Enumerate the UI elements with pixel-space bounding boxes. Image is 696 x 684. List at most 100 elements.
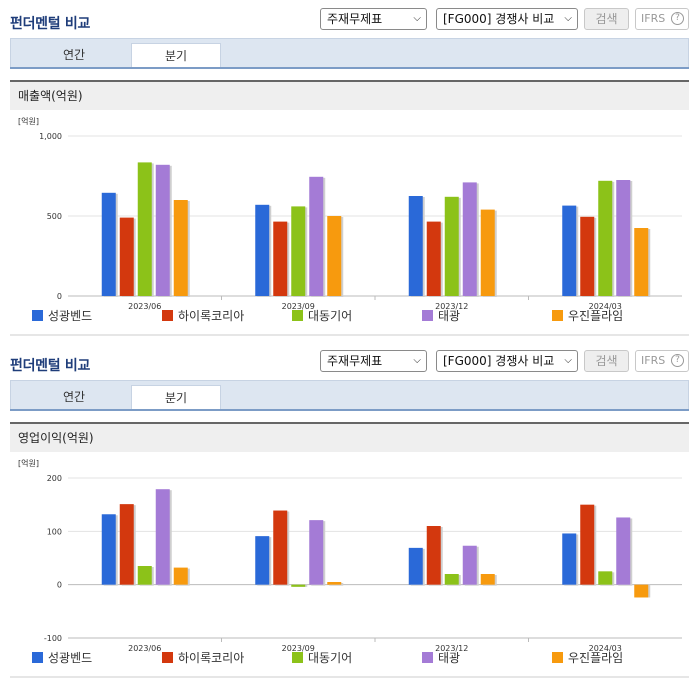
bar[interactable] — [480, 209, 495, 296]
chevron-down-icon: ⌵ — [564, 13, 572, 24]
x-tick-label: 2023/12 — [435, 302, 468, 311]
legend-swatch — [552, 310, 563, 321]
bar[interactable] — [598, 571, 613, 585]
bar[interactable] — [137, 162, 152, 296]
bar[interactable] — [616, 180, 631, 296]
ifrs-label: IFRS — [641, 12, 666, 25]
section-title: 펀더멘털 비교 — [10, 16, 91, 32]
search-button[interactable]: 검색 — [584, 350, 629, 372]
bar[interactable] — [634, 584, 649, 598]
y-tick-label: 0 — [57, 581, 62, 590]
chart-subtitle: 매출액(억원) — [10, 80, 689, 110]
bar[interactable] — [426, 526, 441, 585]
peer-group-value: [FG000] 경쟁사 비교 — [443, 12, 555, 26]
bar[interactable] — [580, 504, 595, 585]
legend-swatch — [422, 310, 433, 321]
bar[interactable] — [480, 574, 495, 585]
peer-group-select[interactable]: [FG000] 경쟁사 비교 ⌵ — [436, 8, 578, 30]
legend-label[interactable]: 하이록코리아 — [178, 651, 244, 665]
tab-quarterly[interactable]: 분기 — [131, 385, 221, 411]
peer-group-value: [FG000] 경쟁사 비교 — [443, 354, 555, 368]
bar[interactable] — [291, 584, 306, 587]
bar[interactable] — [598, 180, 613, 296]
bar[interactable] — [137, 566, 152, 585]
period-tabs: 연간 분기 — [10, 38, 689, 69]
fundamental-section-2: 펀더멘털 비교 주재무제표 ⌵ [FG000] 경쟁사 비교 ⌵ 검색 IFRS… — [0, 342, 696, 684]
bar[interactable] — [173, 567, 188, 585]
bar[interactable] — [327, 582, 342, 585]
bar[interactable] — [119, 504, 134, 585]
x-tick-label: 2024/03 — [589, 644, 622, 653]
bar[interactable] — [634, 228, 649, 296]
bar[interactable] — [173, 200, 188, 296]
legend-label[interactable]: 대동기어 — [308, 309, 352, 323]
chevron-down-icon: ⌵ — [413, 355, 421, 366]
ifrs-button[interactable]: IFRS ? — [635, 8, 689, 30]
section-title: 펀더멘털 비교 — [10, 358, 91, 374]
legend-label[interactable]: 대동기어 — [308, 651, 352, 665]
x-tick-label: 2024/03 — [589, 302, 622, 311]
y-tick-label: 500 — [47, 212, 62, 221]
search-button[interactable]: 검색 — [584, 8, 629, 30]
bar[interactable] — [462, 545, 477, 585]
bar[interactable] — [101, 192, 116, 296]
statement-type-value: 주재무제표 — [327, 12, 383, 26]
period-tabs: 연간 분기 — [10, 380, 689, 411]
bar[interactable] — [426, 221, 441, 296]
bar[interactable] — [255, 204, 270, 296]
x-tick-label: 2023/09 — [282, 644, 315, 653]
bar[interactable] — [616, 517, 631, 585]
statement-type-select[interactable]: 주재무제표 ⌵ — [320, 8, 427, 30]
bar[interactable] — [580, 216, 595, 296]
x-tick-label: 2023/09 — [282, 302, 315, 311]
legend-swatch — [422, 652, 433, 663]
y-tick-label: 200 — [47, 474, 62, 483]
bar[interactable] — [155, 164, 170, 296]
tab-annual[interactable]: 연간 — [62, 390, 86, 404]
legend-label[interactable]: 하이록코리아 — [178, 309, 244, 323]
fundamental-section-1: 펀더멘털 비교 주재무제표 ⌵ [FG000] 경쟁사 비교 ⌵ 검색 IFRS… — [10, 8, 689, 336]
tab-underline — [10, 67, 689, 69]
bar[interactable] — [101, 514, 116, 585]
bar[interactable] — [408, 547, 423, 585]
bar[interactable] — [273, 510, 288, 585]
help-icon: ? — [671, 12, 684, 25]
bar[interactable] — [444, 196, 459, 296]
tab-annual[interactable]: 연간 — [62, 48, 86, 62]
bar[interactable] — [255, 536, 270, 585]
legend-label[interactable]: 태광 — [438, 651, 460, 665]
bar[interactable] — [155, 489, 170, 585]
bar[interactable] — [119, 217, 134, 296]
x-tick-label: 2023/06 — [128, 302, 161, 311]
legend-swatch — [292, 310, 303, 321]
bar[interactable] — [291, 206, 306, 296]
legend-label[interactable]: 우진플라임 — [568, 651, 623, 665]
bar[interactable] — [408, 196, 423, 296]
operating-profit-chart: [억원] -100 0 100 200 2023/06 2023/09 2023/12 2024… — [10, 458, 689, 678]
ifrs-button[interactable]: IFRS ? — [635, 350, 689, 372]
legend-swatch — [32, 652, 43, 663]
bar[interactable] — [327, 216, 342, 296]
bar[interactable] — [562, 205, 577, 296]
bar[interactable] — [444, 574, 459, 585]
statement-type-select[interactable]: 주재무제표 ⌵ — [320, 350, 427, 372]
legend-label[interactable]: 태광 — [438, 309, 460, 323]
bar[interactable] — [309, 176, 324, 296]
bar[interactable] — [562, 533, 577, 585]
bar[interactable] — [309, 520, 324, 585]
section-header: 펀더멘털 비교 주재무제표 ⌵ [FG000] 경쟁사 비교 ⌵ 검색 IFRS… — [0, 342, 696, 380]
y-tick-label: 1,000 — [39, 132, 62, 141]
tab-quarterly[interactable]: 분기 — [131, 43, 221, 69]
bar[interactable] — [462, 182, 477, 296]
y-unit-label: [억원] — [18, 458, 39, 468]
chevron-down-icon: ⌵ — [564, 355, 572, 366]
y-tick-label: -100 — [44, 634, 62, 643]
legend-swatch — [162, 652, 173, 663]
y-tick-label: 100 — [47, 527, 62, 536]
peer-group-select[interactable]: [FG000] 경쟁사 비교 ⌵ — [436, 350, 578, 372]
legend-swatch — [162, 310, 173, 321]
bar[interactable] — [273, 221, 288, 296]
legend-label[interactable]: 성광벤드 — [48, 651, 92, 665]
legend-label[interactable]: 성광벤드 — [48, 309, 92, 323]
legend-label[interactable]: 우진플라임 — [568, 309, 623, 323]
